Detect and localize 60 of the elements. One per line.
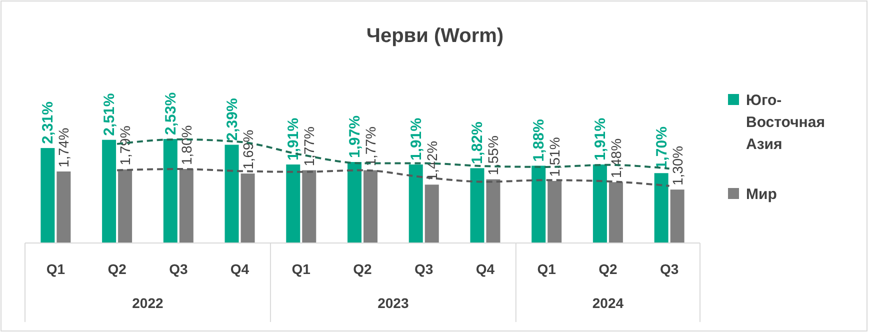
data-label: 1,48% [608, 138, 624, 178]
x-tick-label: Q2 [353, 261, 372, 277]
data-label: 1,74% [56, 128, 72, 168]
text: 2023 [378, 295, 409, 311]
bar [348, 162, 362, 243]
bar [163, 139, 178, 243]
bar [102, 140, 116, 243]
x-tick-label: Q1 [537, 261, 556, 277]
data-label: 1,30% [669, 146, 686, 186]
bar [670, 190, 684, 243]
text: 2022 [132, 295, 164, 311]
x-tick-label: Q3 [414, 261, 434, 277]
bar [486, 179, 500, 243]
data-label: 1,88% [530, 119, 548, 162]
data-label: 2,31% [40, 101, 57, 144]
data-label: 2,39% [224, 98, 241, 141]
chart-title: Черви (Worm) [366, 25, 504, 47]
bar [654, 173, 668, 243]
bar [408, 164, 423, 243]
x-tick-label: Q3 [169, 261, 188, 277]
data-label: 1,91% [408, 118, 425, 160]
bar [286, 164, 300, 243]
bar [118, 169, 132, 243]
bar [424, 184, 439, 243]
data-label: 1,97% [346, 115, 364, 158]
x-tick-label: Q3 [660, 261, 679, 277]
bar [302, 170, 316, 243]
bar [470, 168, 484, 243]
x-tick-label: Q4 [476, 261, 495, 277]
legend-label: Мир [746, 186, 777, 203]
legend-label: Юго-Восточная Азия [746, 92, 825, 153]
bar [40, 148, 55, 243]
data-label: 1,91% [592, 118, 609, 160]
bar [532, 166, 546, 243]
data-label: 1,82% [469, 122, 486, 164]
data-label: 1,80% [178, 125, 194, 166]
bar [592, 164, 607, 243]
data-label: 1,77% [301, 126, 318, 166]
data-label: 2,53% [162, 92, 180, 135]
data-label: 1,77% [362, 126, 378, 166]
bar [224, 144, 239, 243]
data-label: 1,69% [240, 130, 256, 170]
data-label: 1,55% [485, 136, 502, 176]
data-label: 1,91% [285, 118, 302, 160]
x-tick-label: Q1 [46, 261, 66, 277]
data-label: 1,79% [117, 126, 134, 166]
bar [608, 182, 623, 243]
data-label: 2,51% [101, 93, 118, 136]
x-tick-label: Q2 [598, 261, 618, 277]
bar [240, 174, 255, 243]
x-tick-label: Q2 [108, 261, 127, 277]
data-label: 1,51% [546, 137, 563, 177]
x-tick-label: Q4 [230, 261, 250, 277]
x-tick-label: Q1 [292, 261, 311, 277]
bar [364, 170, 378, 243]
text: 2024 [592, 295, 624, 311]
bar [56, 171, 71, 243]
bar [179, 169, 194, 243]
data-label: 1,70% [653, 126, 670, 170]
bar [548, 180, 562, 243]
